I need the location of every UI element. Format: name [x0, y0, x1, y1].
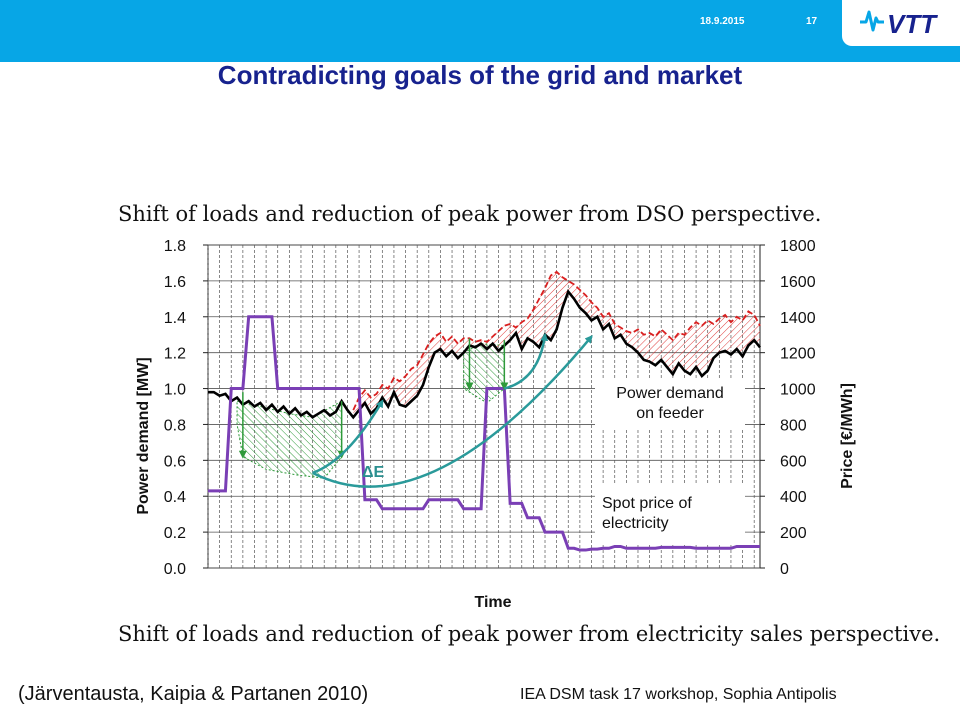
power-demand-label-box: [595, 378, 745, 428]
y-tick-label: 0.2: [164, 525, 186, 542]
chart-fills: [236, 271, 760, 479]
y2-tick-label: 1200: [780, 346, 816, 363]
vtt-logo: VTT: [842, 0, 960, 46]
series-line-spot-price: [208, 315, 760, 552]
series-line-power-demand: [208, 289, 762, 420]
y-axis-label: Power demand [MW]: [135, 357, 152, 514]
chart: Shift of loads and reduction of peak pow…: [118, 202, 940, 646]
y2-tick-label: 400: [780, 489, 807, 506]
energy-shift-arrow: [312, 399, 384, 475]
chart-lines: [208, 270, 762, 552]
y-tick-label: 1.2: [164, 346, 186, 363]
vtt-logo-mark: VTT: [860, 9, 938, 39]
spot-price-label: Spot price of electricity: [602, 495, 692, 532]
y2-tick-label: 600: [780, 453, 807, 470]
y2-tick-label: 1400: [780, 310, 816, 327]
y2-axis-label: Price [€/MWh]: [839, 383, 856, 489]
spot-price-label-box: [595, 485, 745, 543]
y2-tick-label: 1600: [780, 274, 816, 291]
x-axis-label: Time: [474, 594, 511, 611]
y-tick-label: 1.4: [164, 310, 186, 327]
header-bar: [0, 0, 960, 62]
chart-caption-bottom: Shift of loads and reduction of peak pow…: [118, 622, 940, 646]
chart-arrows: [238, 332, 593, 488]
y-tick-label: 0.6: [164, 453, 186, 470]
y-tick-label: 1.8: [164, 238, 186, 255]
y-tick-label: 0.0: [164, 561, 186, 578]
chart-title: Shift of loads and reduction of peak pow…: [118, 202, 821, 226]
load-increase-area: [353, 271, 760, 418]
y2-tick-label: 1000: [780, 382, 816, 399]
delta-e-label: ΔE: [362, 464, 385, 481]
y-tick-label: 0.4: [164, 489, 186, 506]
event-name: IEA DSM task 17 workshop, Sophia Antipol…: [520, 686, 837, 703]
y2-tick-label: 800: [780, 417, 807, 434]
citation: (Järventausta, Kaipia & Partanen 2010): [18, 683, 369, 705]
y2-tick-label: 0: [780, 561, 789, 578]
power-demand-label: Power demand on feeder: [616, 385, 724, 422]
svg-text:VTT: VTT: [887, 9, 938, 39]
energy-shift-arrow: [312, 334, 593, 488]
y-tick-label: 1.0: [164, 382, 186, 399]
y2-tick-label: 200: [780, 525, 807, 542]
y-tick-label: 0.8: [164, 417, 186, 434]
chart-ticks: 0.0 0.2 0.4 0.6 0.8 1.0 1.2 1.4 1.6 1.8 0 200 400 600…: [164, 238, 816, 578]
y2-tick-label: 1800: [780, 238, 816, 255]
slide-date: 18.9.2015: [700, 16, 745, 27]
page-number: 17: [806, 16, 818, 27]
slide-title: Contradicting goals of the grid and mark…: [217, 60, 743, 90]
y-tick-label: 1.6: [164, 274, 186, 291]
series-line-shifted-demand: [352, 270, 761, 411]
energy-shift-arrow: [504, 332, 549, 390]
